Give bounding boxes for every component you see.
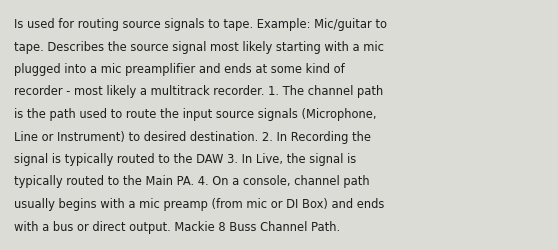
Text: signal is typically routed to the DAW 3. In Live, the signal is: signal is typically routed to the DAW 3.… <box>14 152 356 165</box>
Text: plugged into a mic preamplifier and ends at some kind of: plugged into a mic preamplifier and ends… <box>14 63 345 76</box>
Text: tape. Describes the source signal most likely starting with a mic: tape. Describes the source signal most l… <box>14 40 384 53</box>
Text: recorder - most likely a multitrack recorder. 1. The channel path: recorder - most likely a multitrack reco… <box>14 85 383 98</box>
Text: with a bus or direct output. Mackie 8 Buss Channel Path.: with a bus or direct output. Mackie 8 Bu… <box>14 220 340 232</box>
Text: is the path used to route the input source signals (Microphone,: is the path used to route the input sour… <box>14 108 377 120</box>
Text: usually begins with a mic preamp (from mic or DI Box) and ends: usually begins with a mic preamp (from m… <box>14 197 384 210</box>
Text: Is used for routing source signals to tape. Example: Mic/guitar to: Is used for routing source signals to ta… <box>14 18 387 31</box>
Text: typically routed to the Main PA. 4. On a console, channel path: typically routed to the Main PA. 4. On a… <box>14 175 369 188</box>
Text: Line or Instrument) to desired destination. 2. In Recording the: Line or Instrument) to desired destinati… <box>14 130 371 143</box>
